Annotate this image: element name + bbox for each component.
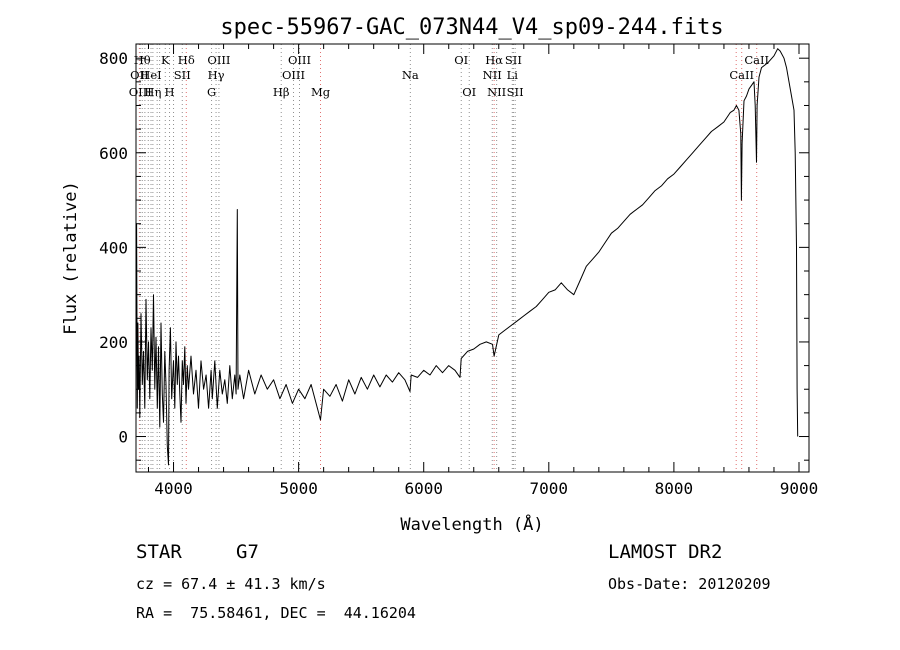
- spectral-line-label: OI: [462, 85, 476, 99]
- x-tick-label: 4000: [154, 479, 193, 498]
- x-tick-label: 8000: [655, 479, 694, 498]
- spectral-line-label: OIII: [288, 53, 311, 67]
- spectral-line-label: Hα: [485, 53, 503, 67]
- y-tick-label: 400: [99, 238, 128, 257]
- y-axis-label: Flux (relative): [61, 181, 81, 335]
- spectral-line-label: OIII: [282, 68, 305, 82]
- spectral-line-label: K: [161, 53, 170, 67]
- y-tick-label: 200: [99, 333, 128, 352]
- spectral-line-label: SII: [507, 85, 524, 99]
- spectral-line-label: Hβ: [273, 85, 290, 99]
- spectral-line-label: NII: [487, 85, 506, 99]
- spectral-line-label: Mg: [311, 85, 331, 99]
- spectral-line-label: Na: [402, 68, 419, 82]
- spectral-line-label: NII: [483, 68, 502, 82]
- y-tick-label: 0: [118, 428, 128, 447]
- spectral-line-label: SII: [174, 68, 191, 82]
- spectral-line-label: Hδ: [178, 53, 195, 67]
- x-axis-label: Wavelength (Å): [400, 513, 543, 535]
- plot-frame: [135, 43, 810, 473]
- x-tick-label: 9000: [780, 479, 819, 498]
- observation-date: Obs-Date: 20120209: [608, 575, 771, 593]
- axes: 4000 5000 6000 7000 8000 9000 0 200 400 600 800: [99, 44, 818, 498]
- spectral-line-markers: [138, 44, 758, 472]
- spectrum-line: [135, 48, 799, 466]
- y-tick-label: 800: [99, 49, 128, 68]
- object-subclass: G7: [236, 541, 259, 563]
- object-class: STAR: [136, 541, 182, 563]
- spectral-line-label: OIII: [129, 85, 152, 99]
- redshift-velocity: cz = 67.4 ± 41.3 km/s: [136, 575, 326, 593]
- sky-coordinates: RA = 75.58461, DEC = 44.16204: [136, 604, 416, 622]
- spectral-line-label: Hη: [144, 85, 161, 99]
- spectral-line-label: H: [165, 85, 175, 99]
- spectral-line-label: CaII: [744, 53, 769, 67]
- spectrum-series: [135, 48, 799, 466]
- spectral-line-label: Hθ: [134, 53, 151, 67]
- spectral-line-label: SII: [505, 53, 522, 67]
- chart-title: spec-55967-GAC_073N44_V4_sp09-244.fits: [220, 15, 723, 40]
- x-tick-label: 7000: [530, 479, 569, 498]
- y-tick-label: 600: [99, 144, 128, 163]
- spectral-line-label: G: [207, 85, 216, 99]
- x-tick-label: 5000: [279, 479, 318, 498]
- spectral-line-labels: OIIOIIIHθHeIHηKHSIIHδGHγOIIIHβOIIIOIIIMg…: [129, 53, 769, 99]
- spectral-line-label: OI: [454, 53, 468, 67]
- spectral-line-label: Hγ: [208, 68, 225, 82]
- survey-name: LAMOST DR2: [608, 541, 723, 563]
- spectral-line-label: Li: [507, 68, 519, 82]
- spectral-line-label: OII: [130, 68, 149, 82]
- spectral-line-label: HeI: [140, 68, 161, 82]
- spectral-line-label: OIII: [207, 53, 230, 67]
- x-tick-label: 6000: [404, 479, 443, 498]
- spectral-line-label: CaII: [729, 68, 754, 82]
